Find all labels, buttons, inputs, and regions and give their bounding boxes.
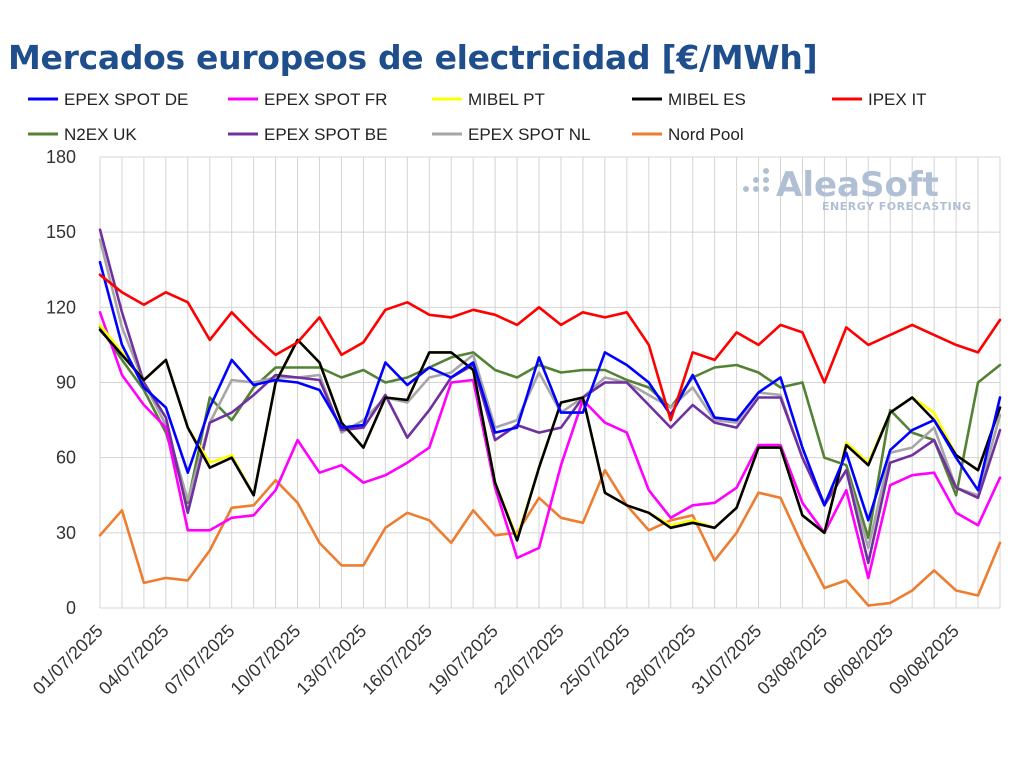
x-tick-label: 16/07/2025 xyxy=(358,621,436,699)
legend-label: N2EX UK xyxy=(64,125,137,144)
legend-label: MIBEL PT xyxy=(468,90,545,109)
watermark: AleaSoft ENERGY FORECASTING xyxy=(743,165,971,213)
series-line-n2ex-uk xyxy=(98,326,1002,540)
y-tick-label: 180 xyxy=(46,147,76,167)
legend-item-n2ex-uk: N2EX UK xyxy=(28,125,137,144)
series-line-mibel-es xyxy=(98,328,1002,542)
x-tick-label: 19/07/2025 xyxy=(424,621,502,699)
x-tick-label: 25/07/2025 xyxy=(556,621,634,699)
x-tick-label: 06/08/2025 xyxy=(819,621,897,699)
legend-label: EPEX SPOT BE xyxy=(264,125,387,144)
y-tick-label: 60 xyxy=(56,448,76,468)
y-axis: 0 30 60 90 120 150 180 xyxy=(46,147,76,618)
legend-item-mibel-pt: MIBEL PT xyxy=(432,90,545,109)
legend-label: EPEX SPOT FR xyxy=(264,90,387,109)
chart-title: Mercados europeos de electricidad [€/MWh… xyxy=(8,38,818,77)
legend-label: EPEX SPOT NL xyxy=(468,125,591,144)
series-line-ipex-it xyxy=(98,273,1002,422)
legend-label: Nord Pool xyxy=(668,125,744,144)
series-line-epex-spot-be xyxy=(98,228,1002,565)
y-tick-label: 0 xyxy=(66,598,76,618)
series-line-epex-spot-de xyxy=(98,260,1002,522)
y-tick-label: 30 xyxy=(56,523,76,543)
legend-item-epex-spot-de: EPEX SPOT DE xyxy=(28,90,188,109)
x-tick-label: 10/07/2025 xyxy=(227,621,305,699)
y-tick-label: 90 xyxy=(56,373,76,393)
legend-label: EPEX SPOT DE xyxy=(64,90,188,109)
x-tick-label: 13/07/2025 xyxy=(292,621,370,699)
legend-item-ipex-it: IPEX IT xyxy=(832,90,927,109)
x-tick-label: 07/07/2025 xyxy=(161,621,239,699)
dots-logo-icon xyxy=(743,168,769,192)
x-tick-label: 31/07/2025 xyxy=(688,621,766,699)
y-tick-label: 150 xyxy=(46,222,76,242)
legend: EPEX SPOT DE EPEX SPOT FR MIBEL PT MIBEL ES… xyxy=(28,90,927,144)
legend-label: IPEX IT xyxy=(868,90,927,109)
x-tick-label: 22/07/2025 xyxy=(490,621,568,699)
x-tick-label: 03/08/2025 xyxy=(753,621,831,699)
x-tick-label: 09/08/2025 xyxy=(885,621,963,699)
legend-item-nord-pool: Nord Pool xyxy=(632,125,744,144)
legend-item-mibel-es: MIBEL ES xyxy=(632,90,746,109)
legend-item-epex-spot-nl: EPEX SPOT NL xyxy=(432,125,591,144)
series-line-epex-spot-fr xyxy=(98,310,1002,580)
legend-item-epex-spot-fr: EPEX SPOT FR xyxy=(228,90,387,109)
x-tick-label: 04/07/2025 xyxy=(95,621,173,699)
x-axis: 01/07/202504/07/202507/07/202510/07/2025… xyxy=(29,621,963,699)
series-lines xyxy=(98,228,1002,607)
y-tick-label: 120 xyxy=(46,297,76,317)
x-tick-label: 28/07/2025 xyxy=(622,621,700,699)
watermark-brand: AleaSoft xyxy=(776,165,939,205)
legend-label: MIBEL ES xyxy=(668,90,746,109)
x-tick-label: 01/07/2025 xyxy=(29,621,107,699)
watermark-tagline: ENERGY FORECASTING xyxy=(822,200,971,213)
legend-item-epex-spot-be: EPEX SPOT BE xyxy=(228,125,387,144)
